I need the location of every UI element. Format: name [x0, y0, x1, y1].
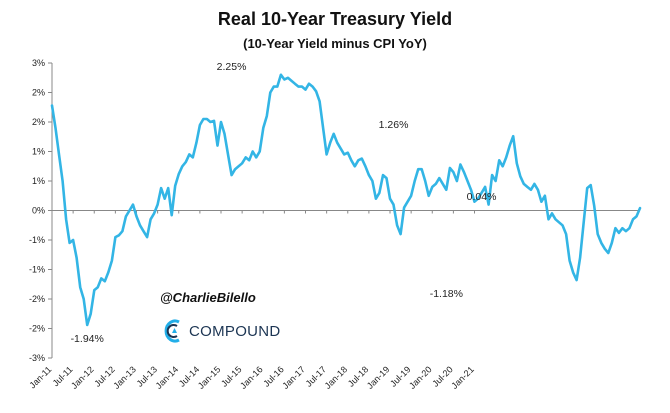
- data-label: -1.94%: [71, 333, 104, 345]
- y-tick-label: 1%: [32, 147, 45, 157]
- chart-title: Real 10-Year Treasury Yield: [217, 9, 453, 29]
- x-tick-label: Jan-14: [154, 364, 181, 391]
- y-tick-label: 0%: [32, 206, 45, 216]
- x-tick-label: Jan-11: [27, 364, 53, 390]
- y-tick-label: -2%: [29, 294, 45, 304]
- data-label: 2.25%: [217, 61, 247, 73]
- x-tick-label: Jan-21: [449, 364, 476, 391]
- chart-subtitle: (10-Year Yield minus CPI YoY): [243, 36, 427, 51]
- x-tick-label: Jan-18: [323, 364, 350, 391]
- compound-logo-icon: [164, 319, 180, 343]
- y-tick-label: 2%: [32, 117, 45, 127]
- y-tick-label: -1%: [29, 235, 45, 245]
- data-label: 0.04%: [467, 191, 497, 203]
- y-tick-label: 3%: [32, 58, 45, 68]
- y-tick-label: -3%: [29, 353, 45, 363]
- x-tick-label: Jan-13: [111, 364, 138, 391]
- x-tick-label: Jan-19: [365, 364, 392, 391]
- x-tick-label: Jan-20: [407, 364, 434, 391]
- y-tick-label: -1%: [29, 265, 45, 275]
- x-tick-label: Jan-16: [238, 364, 265, 391]
- y-tick-label: -2%: [29, 324, 45, 334]
- brand-name: COMPOUND: [189, 322, 281, 340]
- y-tick-label: 2%: [32, 88, 45, 98]
- author-handle: @CharlieBilello: [160, 290, 256, 305]
- x-tick-label: Jan-17: [280, 364, 307, 391]
- data-label: 1.26%: [379, 119, 409, 131]
- data-label: -1.18%: [430, 288, 463, 300]
- brand-logo: COMPOUND: [163, 316, 281, 346]
- x-tick-label: Jan-15: [196, 364, 223, 391]
- y-tick-label: 1%: [32, 176, 45, 186]
- x-tick-label: Jan-12: [69, 364, 96, 391]
- series-line: [50, 73, 642, 327]
